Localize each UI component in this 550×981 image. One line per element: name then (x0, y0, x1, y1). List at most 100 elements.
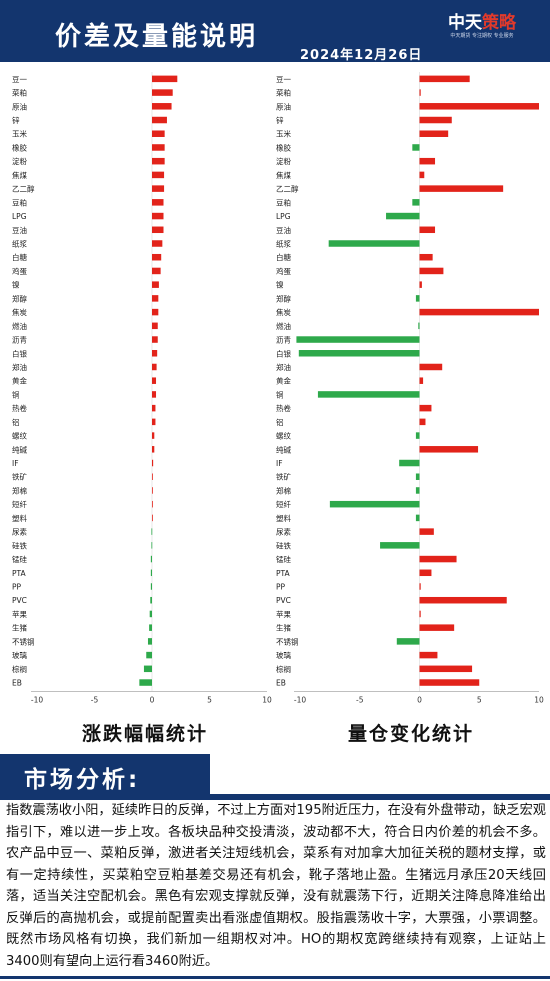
bar-铝 (419, 418, 426, 426)
category-label: 郑油 (276, 362, 291, 372)
bar-鸡蛋 (152, 267, 161, 275)
bar-螺纹 (152, 432, 155, 439)
category-label: 尿素 (276, 527, 291, 537)
category-label: 热卷 (276, 403, 291, 413)
bar-不锈钢 (147, 638, 152, 645)
bar-LPG (386, 212, 420, 220)
bar-苹果 (419, 610, 421, 618)
header-banner: 价差及量能说明 2024年12月26日 中天策略 中天期货 专注期权 专业服务 (0, 0, 550, 63)
bar-焦煤 (419, 171, 425, 179)
bar-PP (150, 583, 152, 590)
bar-玻璃 (146, 651, 152, 659)
bar-锌 (419, 116, 452, 124)
category-label: 郑棉 (12, 485, 27, 495)
x-tick-label: 0 (417, 695, 422, 704)
bar-尿素 (151, 528, 153, 535)
bar-玉米 (152, 130, 165, 137)
bar-乙二醇 (152, 185, 165, 192)
bar-郑醇 (152, 295, 159, 302)
category-label: 尿素 (12, 527, 27, 537)
bar-原油 (419, 103, 539, 110)
bar-橡胶 (152, 144, 165, 151)
bar-玉米 (419, 130, 449, 137)
category-label: 郑油 (12, 362, 27, 372)
bar-白糖 (419, 253, 433, 261)
category-label: 不锈钢 (276, 636, 299, 646)
bar-螺纹 (415, 432, 420, 439)
bar-白银 (298, 350, 420, 357)
category-label: 铜 (12, 389, 20, 399)
category-label: 硅铁 (12, 540, 27, 550)
bar-纯碱 (152, 446, 155, 453)
x-tick-label: -5 (356, 695, 364, 704)
category-label: 豆一 (276, 75, 291, 84)
category-label: 棕榈 (12, 664, 27, 674)
category-label: 纯碱 (12, 444, 27, 454)
x-tick-label: 10 (262, 695, 272, 704)
category-label: 黄金 (276, 376, 291, 386)
category-label: 玻璃 (12, 650, 27, 660)
bar-郑醇 (415, 295, 420, 302)
category-label: EB (12, 679, 22, 688)
x-tick-label: 5 (477, 695, 482, 704)
bar-锰硅 (150, 555, 152, 563)
category-label: 燃油 (12, 321, 27, 331)
category-label: 塑料 (276, 513, 291, 523)
bar-尿素 (419, 528, 434, 535)
category-label: 豆一 (12, 75, 27, 84)
bar-生猪 (149, 624, 152, 631)
x-tick-label: 0 (150, 695, 155, 704)
category-label: 铜 (276, 389, 284, 399)
category-label: 白糖 (12, 252, 27, 262)
bar-铁矿 (415, 473, 420, 480)
page-title: 价差及量能说明 (55, 22, 259, 52)
bar-黄金 (419, 377, 424, 384)
bar-淀粉 (419, 157, 436, 165)
category-label: 棕榈 (276, 664, 291, 674)
analysis-text: 指数震荡收小阳，延续昨日的反弹，不过上方面对195附近压力，在没有外盘带动，缺乏… (6, 803, 546, 969)
category-label: 镍 (276, 280, 284, 290)
category-label: 铁矿 (276, 472, 291, 482)
category-label: 郑棉 (276, 485, 291, 495)
bar-纸浆 (328, 240, 420, 247)
brand-logo: 中天策略 中天期货 专注期权 专业服务 (432, 8, 532, 46)
category-label: 焦炭 (276, 307, 291, 317)
brand-tagline: 中天期货 专注期权 专业服务 (450, 33, 514, 39)
category-label: 焦炭 (12, 307, 27, 317)
bar-LPG (152, 212, 164, 220)
bar-菜粕 (152, 89, 173, 96)
bar-EB (139, 679, 152, 686)
bar-豆一 (152, 75, 178, 83)
category-label: 苹果 (276, 609, 291, 619)
x-tick-label: -5 (91, 695, 99, 704)
bar-纸浆 (152, 240, 163, 247)
category-label: 纸浆 (12, 239, 27, 249)
bar-EB (419, 679, 480, 686)
category-label: 淀粉 (12, 156, 27, 166)
category-label: 短纤 (12, 499, 27, 509)
category-label: IF (12, 459, 19, 468)
category-label: 郑醇 (276, 293, 291, 303)
volume-oi-chart-panel: 豆一 菜粕 原油锌玉米 橡胶 淀粉 焦煤 乙二醇 豆粕 LPG 豆油 纸浆 白糖 鸡蛋镍郑醇 焦炭 燃油 沥青… (275, 68, 550, 723)
bar-热卷 (419, 404, 432, 412)
category-label: 锌 (12, 115, 20, 125)
bar-PP (419, 583, 421, 590)
category-label: 镍 (12, 280, 20, 290)
category-label: 玉米 (12, 129, 27, 139)
category-label: 原油 (276, 101, 291, 111)
category-label: 铝 (276, 417, 284, 427)
category-label: 乙二醇 (12, 184, 35, 194)
bar-镍 (152, 281, 159, 288)
bar-豆一 (419, 75, 470, 83)
bar-豆粕 (152, 199, 164, 206)
bar-白银 (152, 350, 158, 357)
footer-rule (0, 976, 550, 979)
bar-豆粕 (412, 199, 420, 206)
x-tick-label: 10 (534, 695, 544, 704)
category-label: 锰硅 (12, 554, 27, 564)
bar-PTA (419, 569, 432, 577)
category-label: 原油 (12, 101, 27, 111)
bar-镍 (419, 281, 422, 288)
bar-塑料 (415, 514, 420, 522)
